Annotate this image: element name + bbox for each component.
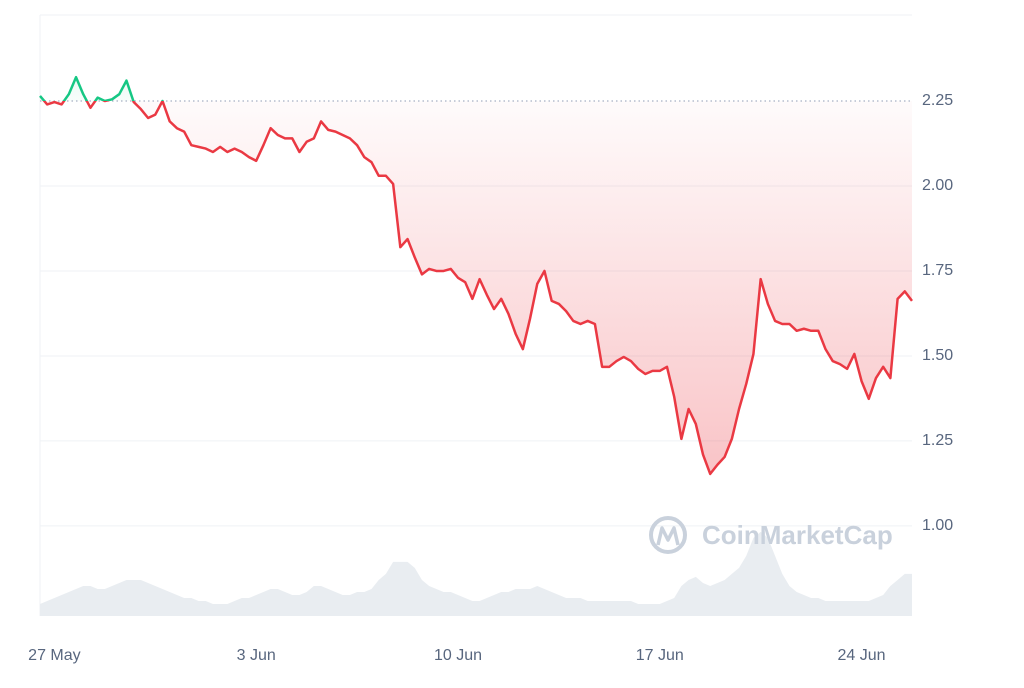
x-tick-label: 24 Jun [838, 647, 886, 664]
y-tick-label: 1.25 [922, 432, 953, 449]
watermark-text: CoinMarketCap [702, 520, 893, 550]
watermark-logo [656, 526, 680, 546]
y-tick-label: 2.00 [922, 177, 953, 194]
y-tick-label: 2.25 [922, 92, 953, 109]
watermark-logo [649, 516, 687, 554]
x-tick-label: 10 Jun [434, 647, 482, 664]
volume-area [40, 531, 912, 616]
watermark: CoinMarketCap [649, 516, 893, 554]
x-tick-label: 17 Jun [636, 647, 684, 664]
y-tick-label: 1.00 [922, 517, 953, 534]
x-tick-label: 27 May [28, 647, 80, 664]
x-tick-label: 3 Jun [237, 647, 276, 664]
y-tick-label: 1.50 [922, 347, 953, 364]
y-tick-label: 1.75 [922, 262, 953, 279]
price-line [39, 75, 913, 476]
price-area [40, 77, 912, 474]
